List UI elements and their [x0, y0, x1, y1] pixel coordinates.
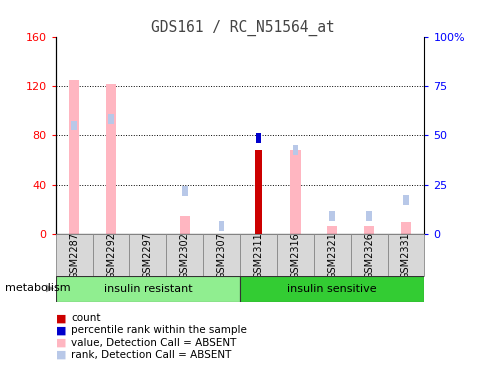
Bar — [326, 225, 337, 234]
FancyBboxPatch shape — [129, 234, 166, 276]
Bar — [71, 120, 77, 130]
Text: count: count — [71, 313, 101, 324]
Bar — [289, 150, 300, 234]
FancyBboxPatch shape — [387, 234, 424, 276]
Text: GSM2302: GSM2302 — [180, 232, 189, 279]
Text: GSM2297: GSM2297 — [143, 232, 152, 279]
Bar — [363, 225, 374, 234]
Text: percentile rank within the sample: percentile rank within the sample — [71, 325, 247, 336]
Text: GSM2307: GSM2307 — [216, 232, 226, 279]
Text: value, Detection Call = ABSENT: value, Detection Call = ABSENT — [71, 337, 236, 348]
Text: GSM2321: GSM2321 — [327, 232, 336, 279]
Bar — [69, 80, 79, 234]
FancyBboxPatch shape — [56, 234, 92, 276]
FancyBboxPatch shape — [56, 276, 240, 302]
Text: GDS161 / RC_N51564_at: GDS161 / RC_N51564_at — [151, 20, 333, 36]
Bar — [108, 115, 114, 124]
Bar — [179, 216, 190, 234]
Text: ■: ■ — [56, 350, 66, 360]
FancyBboxPatch shape — [240, 234, 276, 276]
Bar — [400, 222, 410, 234]
FancyBboxPatch shape — [240, 276, 424, 302]
FancyBboxPatch shape — [350, 234, 387, 276]
Text: ■: ■ — [56, 337, 66, 348]
Bar — [256, 133, 260, 143]
Text: insulin resistant: insulin resistant — [104, 284, 192, 294]
Bar — [106, 83, 116, 234]
FancyBboxPatch shape — [92, 234, 129, 276]
Bar — [182, 186, 187, 196]
Text: GSM2316: GSM2316 — [290, 232, 300, 279]
Bar — [402, 195, 408, 205]
Polygon shape — [45, 284, 54, 292]
Bar — [365, 211, 371, 221]
Text: GSM2326: GSM2326 — [363, 232, 373, 279]
Text: rank, Detection Call = ABSENT: rank, Detection Call = ABSENT — [71, 350, 231, 360]
Text: GSM2331: GSM2331 — [400, 232, 410, 279]
Text: GSM2287: GSM2287 — [69, 232, 79, 279]
Text: ■: ■ — [56, 325, 66, 336]
Text: ■: ■ — [56, 313, 66, 324]
Text: insulin sensitive: insulin sensitive — [287, 284, 376, 294]
Text: metabolism: metabolism — [5, 283, 70, 294]
Text: GSM2311: GSM2311 — [253, 232, 263, 279]
Bar — [329, 211, 334, 221]
FancyBboxPatch shape — [313, 234, 350, 276]
Text: GSM2292: GSM2292 — [106, 232, 116, 279]
Bar — [218, 221, 224, 231]
FancyBboxPatch shape — [276, 234, 313, 276]
FancyBboxPatch shape — [203, 234, 240, 276]
FancyBboxPatch shape — [166, 234, 203, 276]
Bar — [292, 145, 298, 155]
Bar — [255, 150, 261, 234]
